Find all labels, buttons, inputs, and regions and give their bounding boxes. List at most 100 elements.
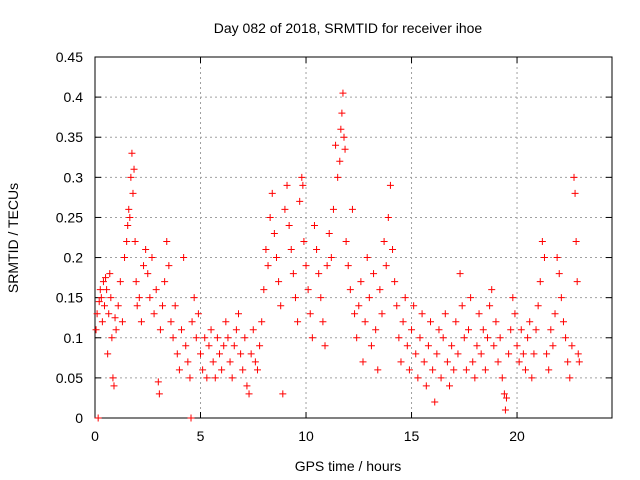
y-axis-label: SRMTID / TECUs bbox=[5, 183, 21, 293]
data-point bbox=[337, 125, 345, 133]
data-point bbox=[519, 350, 527, 358]
data-point bbox=[443, 358, 451, 366]
data-point bbox=[94, 414, 102, 422]
data-point bbox=[230, 342, 238, 350]
data-point bbox=[374, 366, 382, 374]
data-point bbox=[283, 181, 291, 189]
data-point bbox=[321, 342, 329, 350]
data-point bbox=[190, 294, 198, 302]
data-point bbox=[481, 366, 489, 374]
x-tick-label: 15 bbox=[404, 428, 420, 444]
x-tick-label: 20 bbox=[509, 428, 525, 444]
data-point bbox=[509, 294, 517, 302]
data-point bbox=[517, 326, 525, 334]
data-point bbox=[281, 205, 289, 213]
data-point bbox=[107, 294, 115, 302]
data-point bbox=[111, 314, 119, 322]
y-tick-label: 0.25 bbox=[56, 209, 83, 225]
data-point bbox=[146, 294, 154, 302]
data-point bbox=[553, 254, 561, 262]
x-tick-label: 10 bbox=[298, 428, 314, 444]
data-point bbox=[363, 254, 371, 262]
data-point bbox=[479, 326, 487, 334]
data-point bbox=[572, 238, 580, 246]
data-point bbox=[559, 318, 567, 326]
data-point bbox=[568, 342, 576, 350]
data-point bbox=[329, 205, 337, 213]
data-point bbox=[258, 318, 266, 326]
data-point bbox=[205, 342, 213, 350]
data-point bbox=[302, 262, 310, 270]
data-point bbox=[148, 254, 156, 262]
data-point bbox=[241, 334, 249, 342]
data-point bbox=[103, 286, 111, 294]
y-tick-label: 0.1 bbox=[64, 330, 84, 346]
data-point bbox=[279, 390, 287, 398]
data-point bbox=[399, 318, 407, 326]
x-tick-label: 0 bbox=[91, 428, 99, 444]
data-point bbox=[528, 374, 536, 382]
data-point bbox=[126, 213, 134, 221]
data-point bbox=[131, 238, 139, 246]
data-point bbox=[416, 334, 424, 342]
data-point bbox=[357, 278, 365, 286]
data-point bbox=[110, 382, 118, 390]
data-point bbox=[414, 374, 422, 382]
data-point bbox=[100, 302, 108, 310]
data-point bbox=[220, 342, 228, 350]
data-point bbox=[249, 326, 257, 334]
data-point bbox=[216, 350, 224, 358]
data-point bbox=[545, 366, 553, 374]
data-point bbox=[551, 310, 559, 318]
data-point bbox=[142, 246, 150, 254]
data-point bbox=[341, 145, 349, 153]
data-point bbox=[155, 390, 163, 398]
data-point bbox=[188, 318, 196, 326]
data-point bbox=[490, 342, 498, 350]
data-point bbox=[211, 374, 219, 382]
data-point bbox=[473, 342, 481, 350]
data-point bbox=[116, 278, 124, 286]
data-point bbox=[571, 189, 579, 197]
data-point bbox=[150, 310, 158, 318]
data-point bbox=[355, 302, 363, 310]
data-point bbox=[291, 294, 299, 302]
data-point bbox=[97, 294, 105, 302]
data-point bbox=[144, 270, 152, 278]
data-point bbox=[505, 350, 513, 358]
data-point bbox=[159, 302, 167, 310]
data-point bbox=[573, 278, 581, 286]
data-point bbox=[239, 366, 247, 374]
data-point bbox=[511, 310, 519, 318]
data-point bbox=[315, 270, 323, 278]
data-point bbox=[140, 262, 148, 270]
grid-lines bbox=[95, 57, 612, 418]
data-point bbox=[323, 262, 331, 270]
data-point bbox=[296, 197, 304, 205]
data-point bbox=[401, 294, 409, 302]
data-point bbox=[524, 334, 532, 342]
data-point bbox=[213, 334, 221, 342]
data-point bbox=[165, 262, 173, 270]
data-point bbox=[234, 310, 242, 318]
data-point bbox=[543, 350, 551, 358]
data-point bbox=[287, 246, 295, 254]
data-point bbox=[232, 326, 240, 334]
data-point bbox=[562, 334, 570, 342]
data-point bbox=[285, 221, 293, 229]
data-point bbox=[201, 334, 209, 342]
data-point bbox=[253, 366, 261, 374]
data-point bbox=[256, 342, 264, 350]
data-point bbox=[427, 318, 435, 326]
y-tick-label: 0 bbox=[75, 410, 83, 426]
data-point bbox=[106, 270, 114, 278]
data-point bbox=[534, 302, 542, 310]
data-point bbox=[450, 366, 458, 374]
data-point bbox=[462, 366, 470, 374]
data-point bbox=[420, 358, 428, 366]
data-point bbox=[173, 350, 181, 358]
data-point bbox=[412, 350, 420, 358]
data-point bbox=[386, 181, 394, 189]
data-point bbox=[346, 286, 354, 294]
data-point bbox=[382, 262, 390, 270]
